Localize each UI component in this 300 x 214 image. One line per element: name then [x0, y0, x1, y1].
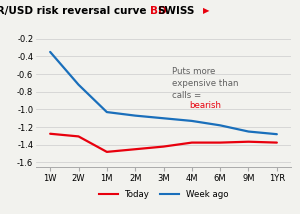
Text: BD: BD: [150, 6, 166, 16]
Text: SWISS: SWISS: [157, 6, 195, 16]
Text: ▶: ▶: [202, 6, 209, 15]
Legend: Today, Week ago: Today, Week ago: [95, 187, 232, 202]
Text: bearish: bearish: [190, 101, 222, 110]
Text: EUR/USD risk reversal curve: EUR/USD risk reversal curve: [0, 6, 150, 16]
Text: Puts more
expensive than
calls =: Puts more expensive than calls =: [172, 67, 238, 100]
